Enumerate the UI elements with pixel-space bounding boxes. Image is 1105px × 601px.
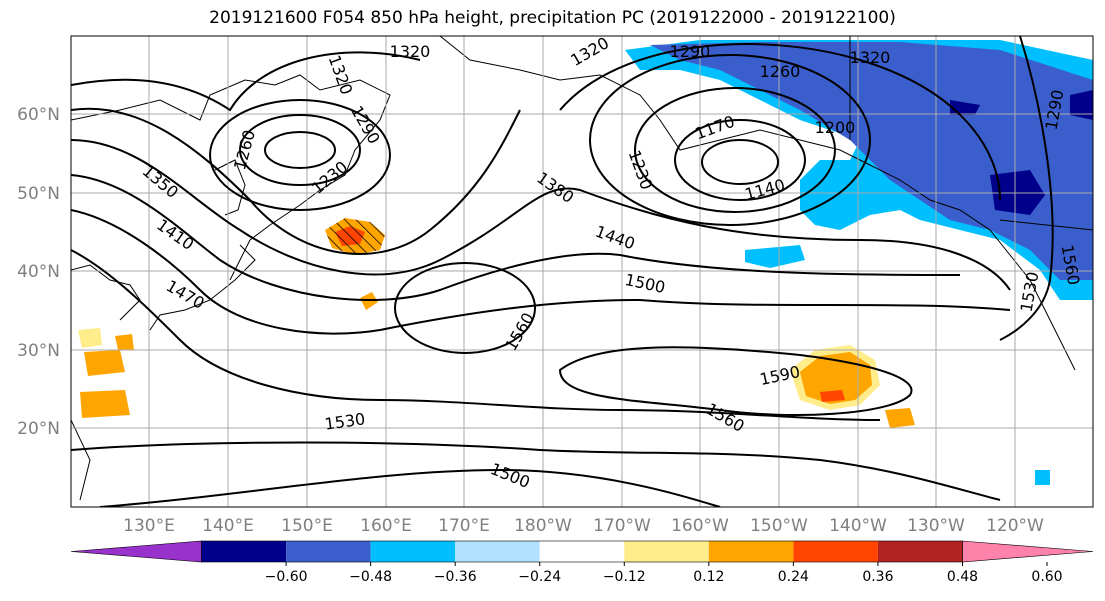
lon-label: 120°W (986, 516, 1044, 536)
longitude-labels: 130°E 140°E 150°E 160°E 170°E 180°W 170°… (123, 516, 1044, 536)
latitude-labels: 60°N 50°N 40°N 30°N 20°N (17, 105, 60, 439)
contour-label: 1260 (760, 62, 801, 81)
lon-label: 140°E (202, 516, 254, 536)
contour-label: 1290 (670, 42, 711, 61)
lon-label: 160°E (360, 516, 412, 536)
lon-label: 160°W (671, 516, 729, 536)
colorbar-tick-label: −0.60 (265, 569, 308, 585)
colorbar-swatch (877, 541, 963, 562)
contour-label: 1320 (390, 42, 431, 61)
lon-label: 170°E (438, 516, 490, 536)
colorbar-tick-label: 0.36 (862, 569, 893, 585)
lon-label: 180°W (514, 516, 572, 536)
lat-label: 40°N (17, 262, 60, 282)
colorbar-swatch (201, 541, 287, 562)
lon-label: 140°W (829, 516, 887, 536)
contour-label: 1320 (850, 48, 891, 67)
contour-label: 1200 (815, 118, 856, 137)
lat-label: 60°N (17, 105, 60, 125)
colorbar-swatch (455, 541, 540, 562)
lon-label: 150°W (750, 516, 808, 536)
colorbar-swatch (624, 541, 709, 562)
lat-label: 50°N (17, 184, 60, 204)
colorbar-swatch (539, 541, 625, 562)
colorbar-tick-label: −0.24 (518, 569, 561, 585)
colorbar-swatch (370, 541, 456, 562)
colorbar-tick-label: −0.36 (434, 569, 477, 585)
colorbar-swatch (286, 541, 371, 562)
map-frame (70, 35, 1094, 508)
colorbar-tick-label: 0.12 (693, 569, 724, 585)
colorbar-tick-label: 0.60 (1031, 569, 1062, 585)
height-contours (71, 36, 1054, 507)
lon-label: 150°E (281, 516, 333, 536)
precip-negative-fill (625, 40, 1093, 485)
lon-label: 130°W (907, 516, 965, 536)
lon-label: 130°E (123, 516, 175, 536)
colorbar-swatch (793, 541, 878, 562)
lat-label: 20°N (17, 419, 60, 439)
map-area (71, 36, 1093, 507)
colorbar-tick-label: 0.24 (778, 569, 809, 585)
colorbar-swatch (962, 540, 1094, 563)
colorbar-tick-label: −0.12 (603, 569, 646, 585)
colorbar-tick-label: 0.48 (947, 569, 978, 585)
colorbar-swatch (70, 540, 202, 563)
colorbar: −0.60 −0.48 −0.36 −0.24 −0.12 0.12 0.24 0.36 0.4… (70, 540, 1094, 585)
colorbar-tick-label: −0.48 (349, 569, 392, 585)
lat-label: 30°N (17, 341, 60, 361)
map-title: 2019121600 F054 850 hPa height, precipit… (209, 8, 896, 28)
colorbar-swatch (708, 541, 794, 562)
lon-label: 170°W (593, 516, 651, 536)
